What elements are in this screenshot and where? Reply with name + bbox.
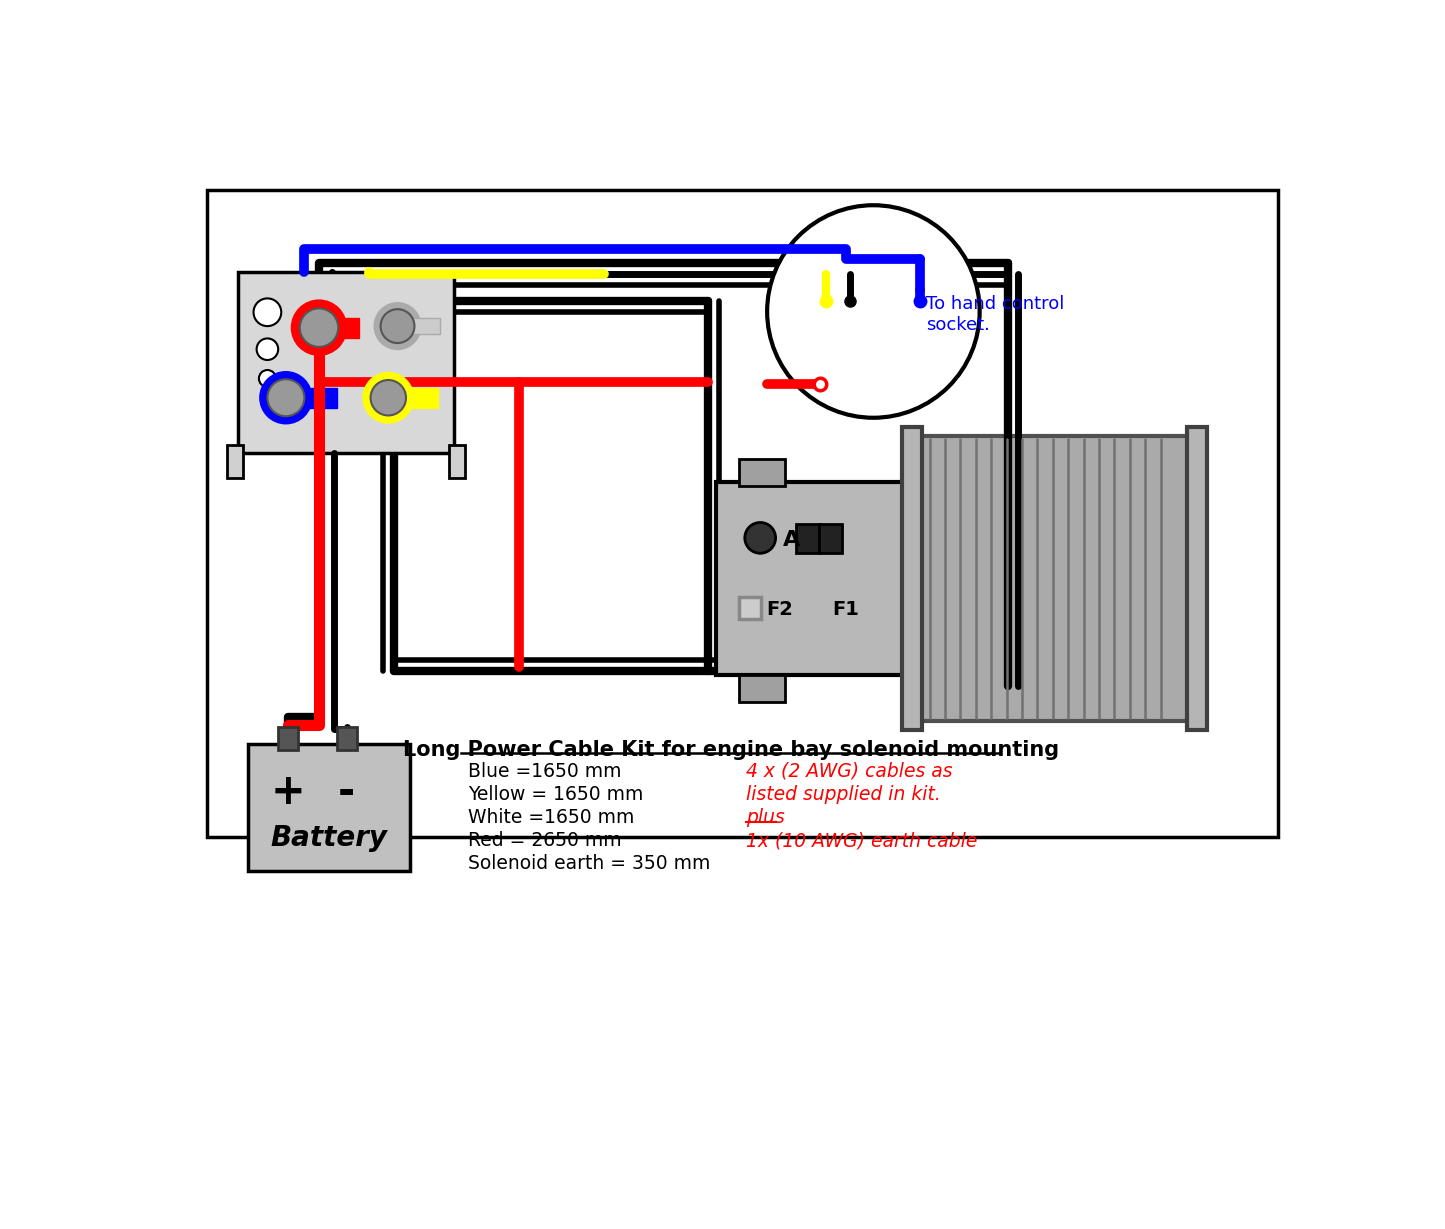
Circle shape [293,301,345,354]
Text: Yellow = 1650 mm: Yellow = 1650 mm [468,785,643,804]
Circle shape [364,374,412,422]
Text: F2: F2 [766,600,793,619]
Text: F1: F1 [832,600,860,619]
FancyBboxPatch shape [819,524,842,553]
Text: To hand control
socket.: To hand control socket. [926,295,1064,334]
Circle shape [299,308,338,347]
Bar [715,483,916,675]
Circle shape [744,522,776,553]
Circle shape [262,374,311,423]
Circle shape [253,299,282,326]
Circle shape [380,310,415,343]
Text: listed supplied in kit.: listed supplied in kit. [746,785,941,804]
Circle shape [370,380,406,415]
Bar [1186,426,1207,730]
Bar [916,436,1194,721]
Text: A: A [783,530,801,551]
Bar [207,189,1277,837]
Bar [902,426,922,730]
Bar [449,445,464,478]
Bar [303,387,338,408]
FancyBboxPatch shape [740,597,762,618]
Text: Battery: Battery [270,825,387,852]
Bar [249,745,410,871]
Bar [397,318,439,334]
Text: Red = 2650 mm: Red = 2650 mm [468,831,621,850]
Bar [738,460,785,487]
Circle shape [376,304,420,349]
Bar [738,675,785,702]
Circle shape [267,380,305,417]
Bar [319,317,358,338]
Text: Blue =1650 mm: Blue =1650 mm [468,762,621,780]
Bar [238,272,454,454]
Text: 1x (10 AWG) earth cable: 1x (10 AWG) earth cable [746,831,978,850]
Circle shape [257,338,279,360]
Circle shape [259,370,276,387]
Circle shape [767,205,980,418]
Text: Long Power Cable Kit for engine bay solenoid mounting: Long Power Cable Kit for engine bay sole… [403,740,1059,761]
Text: 4 x (2 AWG) cables as: 4 x (2 AWG) cables as [746,762,952,780]
Bar [337,728,357,751]
Text: -: - [338,771,355,812]
Bar [402,387,438,408]
Text: +: + [270,771,305,812]
Text: White =1650 mm: White =1650 mm [468,809,634,827]
Text: Solenoid earth = 350 mm: Solenoid earth = 350 mm [468,854,709,874]
FancyBboxPatch shape [796,524,819,553]
Text: plus: plus [746,809,785,827]
Bar [227,445,243,478]
Bar [279,728,298,751]
